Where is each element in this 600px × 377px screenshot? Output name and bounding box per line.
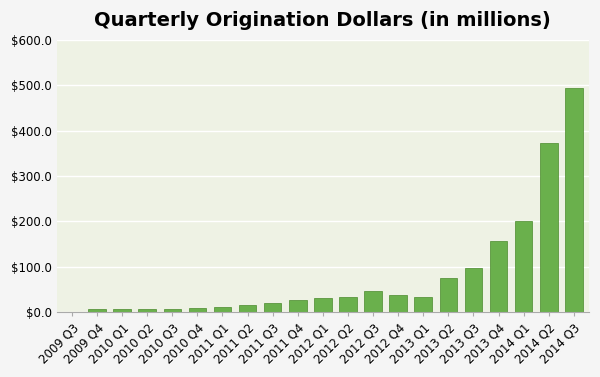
Bar — [364, 291, 382, 312]
Bar — [88, 309, 106, 312]
Bar — [415, 297, 432, 312]
Bar — [314, 299, 332, 312]
Bar — [464, 268, 482, 312]
Bar — [339, 297, 357, 312]
Bar — [565, 87, 583, 312]
Bar — [214, 307, 231, 312]
Bar — [540, 143, 557, 312]
Bar — [515, 221, 532, 312]
Bar — [188, 308, 206, 312]
Bar — [113, 309, 131, 312]
Bar — [239, 305, 256, 312]
Bar — [440, 278, 457, 312]
Bar — [490, 241, 508, 312]
Title: Quarterly Origination Dollars (in millions): Quarterly Origination Dollars (in millio… — [94, 11, 551, 30]
Bar — [264, 302, 281, 312]
Bar — [139, 309, 156, 312]
Bar — [389, 295, 407, 312]
Bar — [164, 309, 181, 312]
Bar — [289, 300, 307, 312]
